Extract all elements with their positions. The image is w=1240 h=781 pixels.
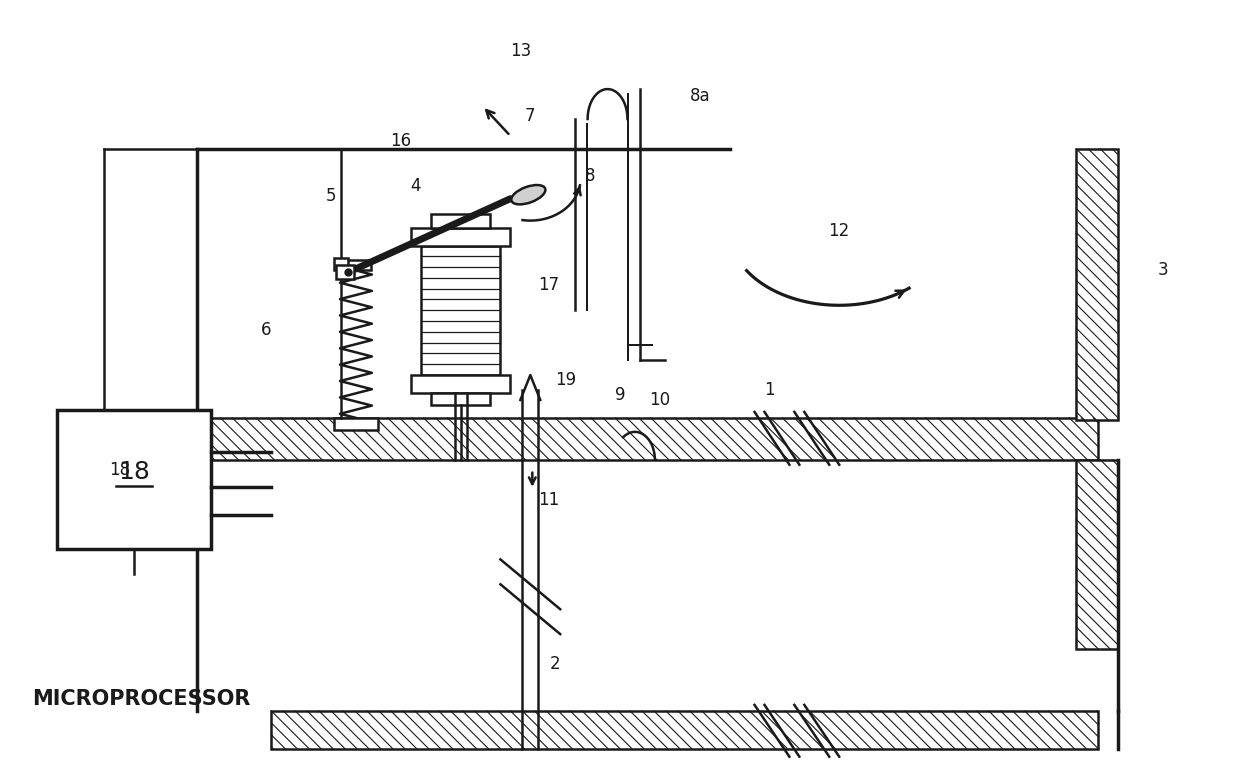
Bar <box>196 418 1099 460</box>
Text: 1: 1 <box>764 381 775 399</box>
Bar <box>334 259 348 270</box>
Text: 19: 19 <box>554 371 575 389</box>
Bar <box>57 410 212 549</box>
Text: 18: 18 <box>118 460 150 483</box>
Text: 2: 2 <box>549 655 560 673</box>
Text: 17: 17 <box>538 276 559 294</box>
Text: 3: 3 <box>1158 262 1168 280</box>
Bar <box>1076 460 1118 649</box>
Ellipse shape <box>511 185 546 205</box>
Text: 10: 10 <box>650 391 671 409</box>
Bar <box>1076 149 1118 420</box>
Text: 7: 7 <box>525 107 536 125</box>
Text: 12: 12 <box>828 222 849 240</box>
Text: MICROPROCESSOR: MICROPROCESSOR <box>32 689 250 709</box>
Bar <box>420 245 501 375</box>
Text: 11: 11 <box>538 490 559 508</box>
Bar <box>430 214 491 227</box>
Text: 8a: 8a <box>689 87 711 105</box>
Text: 8: 8 <box>585 167 595 185</box>
Bar <box>410 227 511 245</box>
Text: 6: 6 <box>260 321 272 339</box>
Bar <box>272 711 1099 749</box>
Text: 4: 4 <box>410 177 420 194</box>
Bar <box>334 418 378 430</box>
Text: 16: 16 <box>391 132 412 150</box>
Bar <box>341 261 371 270</box>
Text: 5: 5 <box>326 187 336 205</box>
Text: 18: 18 <box>109 461 130 479</box>
Bar <box>336 266 353 280</box>
Bar <box>430 393 491 405</box>
Bar <box>410 375 511 393</box>
Text: 9: 9 <box>615 386 625 404</box>
Text: 13: 13 <box>510 42 531 60</box>
